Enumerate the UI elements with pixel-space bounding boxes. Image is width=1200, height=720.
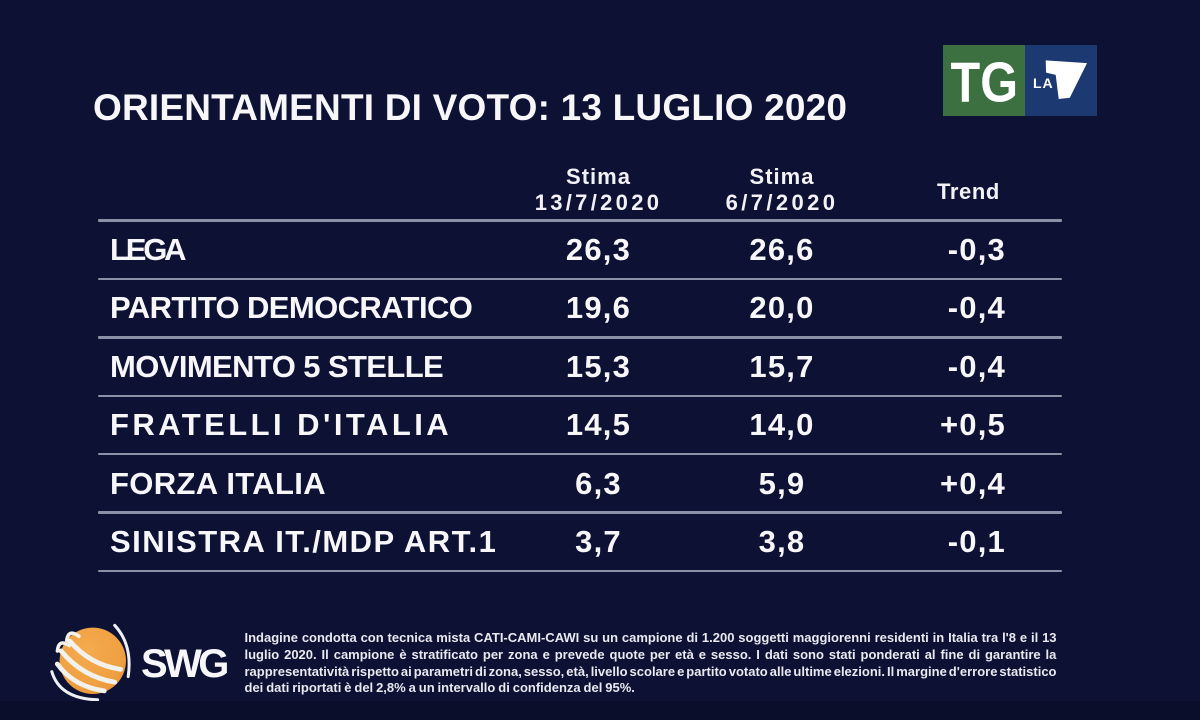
svg-text:LA: LA: [1033, 75, 1054, 91]
svg-text:TG: TG: [951, 51, 1019, 115]
